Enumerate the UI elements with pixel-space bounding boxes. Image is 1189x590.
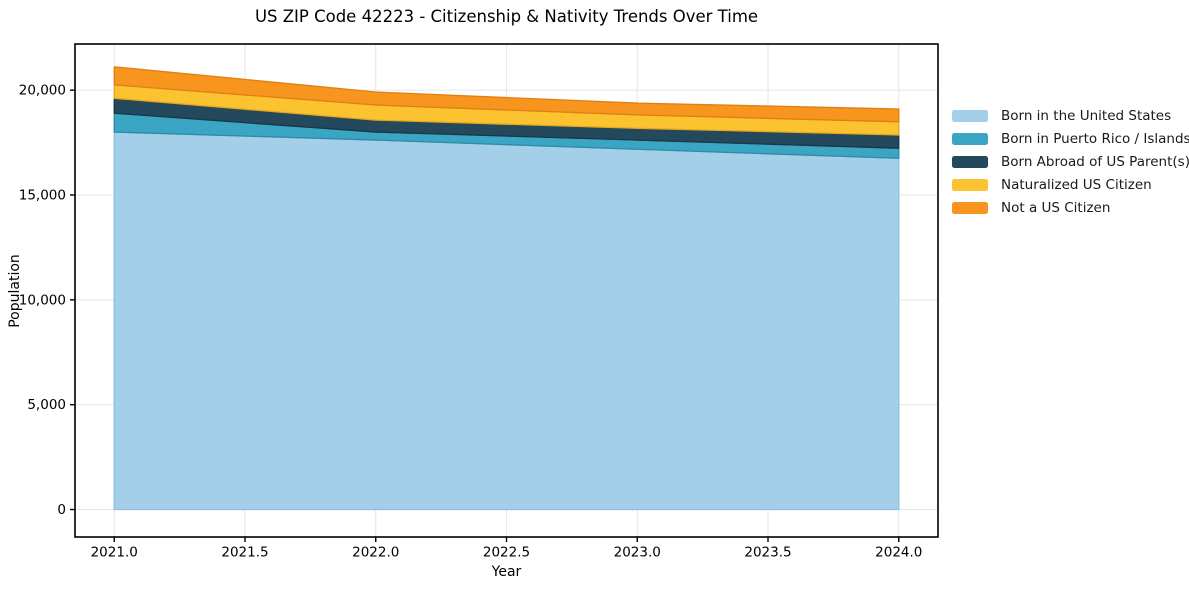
x-tick-label-2023.0: 2023.0	[614, 545, 661, 561]
x-tick-label-2021.5: 2021.5	[221, 545, 268, 561]
legend-label: Born Abroad of US Parent(s)	[1001, 153, 1189, 170]
legend-swatch-icon	[952, 178, 988, 191]
area-born-in-the-united-states	[113, 131, 900, 511]
legend-item-born-abroad-of-us-parent-s: Born Abroad of US Parent(s)	[952, 150, 1189, 173]
area-not-a-us-citizen	[113, 66, 900, 123]
legend-label: Naturalized US Citizen	[1001, 176, 1152, 193]
plot-border	[74, 43, 939, 538]
legend-item-born-in-the-united-states: Born in the United States	[952, 104, 1189, 127]
x-tick-label-2022.0: 2022.0	[352, 545, 399, 561]
legend-label: Born in the United States	[1001, 107, 1172, 124]
legend-swatch-icon	[952, 132, 988, 145]
y-tick-label-5,000: 5,000	[27, 397, 66, 413]
chart-title: US ZIP Code 42223 - Citizenship & Nativi…	[254, 7, 759, 26]
y-tick-label-10,000: 10,000	[19, 292, 66, 308]
legend-swatch-icon	[952, 109, 988, 122]
legend-item-naturalized-us-citizen: Naturalized US Citizen	[952, 173, 1189, 196]
y-tick-label-15,000: 15,000	[19, 187, 66, 203]
legend-label: Born in Puerto Rico / Islands	[1001, 130, 1189, 147]
legend-swatch-icon	[952, 155, 988, 168]
x-tick-label-2024.0: 2024.0	[875, 545, 922, 561]
y-tick-label-0: 0	[57, 502, 66, 518]
legend-label: Not a US Citizen	[1001, 199, 1111, 216]
x-tick-label-2023.5: 2023.5	[744, 545, 791, 561]
x-axis-label: Year	[491, 564, 522, 580]
legend-swatch-icon	[952, 201, 988, 214]
x-tick-label-2021.0: 2021.0	[91, 545, 138, 561]
legend-item-born-in-puerto-rico-islands: Born in Puerto Rico / Islands	[952, 127, 1189, 150]
y-axis-label: Population	[7, 254, 23, 328]
legend-item-not-a-us-citizen: Not a US Citizen	[952, 196, 1189, 219]
x-tick-label-2022.5: 2022.5	[483, 545, 530, 561]
y-tick-label-20,000: 20,000	[19, 83, 66, 99]
legend: Born in the United States Born in Puerto …	[952, 104, 1189, 219]
